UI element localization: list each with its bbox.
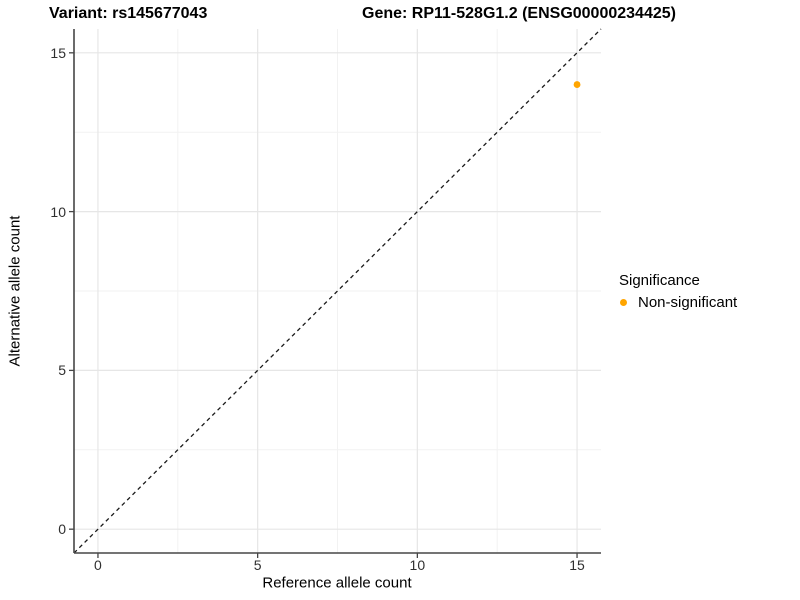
legend-title: Significance bbox=[619, 272, 700, 289]
x-axis-title: Reference allele count bbox=[262, 574, 412, 592]
plot-title-gene: Gene: RP11-528G1.2 (ENSG00000234425) bbox=[362, 5, 676, 22]
y-tick-label: 15 bbox=[50, 44, 66, 61]
legend-item: Non-significant bbox=[619, 293, 737, 312]
x-tick-label: 5 bbox=[253, 557, 262, 573]
x-tick-label: 15 bbox=[569, 557, 585, 573]
y-axis-title: Alternative allele count bbox=[6, 215, 24, 367]
identity-dashed-line bbox=[73, 28, 602, 554]
legend-key-dot-icon bbox=[620, 299, 627, 306]
x-tick-label: 10 bbox=[409, 557, 426, 573]
legend: Significance Non-significant bbox=[619, 271, 737, 312]
x-tick-label: 0 bbox=[94, 557, 102, 573]
y-tick-label: 10 bbox=[50, 203, 66, 220]
data-point bbox=[573, 81, 581, 88]
legend-item-label: Non-significant bbox=[638, 294, 738, 311]
y-tick-label: 0 bbox=[58, 521, 66, 538]
y-tick-label: 5 bbox=[58, 362, 66, 379]
plot-title-variant: Variant: rs145677043 bbox=[49, 5, 208, 22]
